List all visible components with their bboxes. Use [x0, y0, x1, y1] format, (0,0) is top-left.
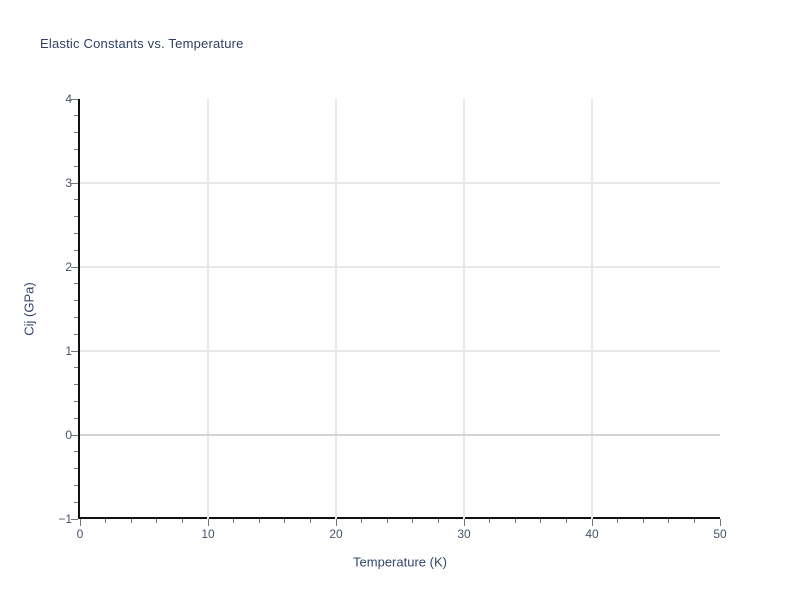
y-axis-label: Cij (GPa) [21, 282, 37, 336]
y-tick-label: 2 [65, 260, 72, 274]
y-tick-label: 0 [65, 428, 72, 442]
y-major-tick [71, 518, 78, 520]
y-minor-tick [74, 148, 78, 150]
y-minor-tick [74, 316, 78, 318]
x-tick-label: 30 [457, 527, 471, 541]
x-minor-tick [105, 519, 107, 523]
y-minor-tick [74, 132, 78, 134]
y-minor-tick [74, 417, 78, 419]
x-minor-tick [386, 519, 388, 523]
y-gridline [80, 182, 720, 184]
y-minor-tick [74, 451, 78, 453]
x-axis-label: Temperature (K) [353, 554, 447, 570]
y-minor-tick [74, 484, 78, 486]
x-tick-label: 50 [713, 527, 727, 541]
y-minor-tick [74, 249, 78, 251]
x-tick-label: 0 [76, 527, 84, 541]
x-major-tick [719, 519, 721, 526]
y-minor-tick [74, 165, 78, 167]
x-minor-tick [489, 519, 491, 523]
x-tick-label: 20 [329, 527, 343, 541]
x-minor-tick [565, 519, 567, 523]
x-minor-tick [514, 519, 516, 523]
y-gridline [80, 350, 720, 352]
y-minor-tick [74, 384, 78, 386]
x-gridline [335, 99, 337, 519]
x-axis-spine [78, 517, 720, 519]
x-minor-tick [181, 519, 183, 523]
x-minor-tick [693, 519, 695, 523]
x-major-tick [591, 519, 593, 526]
y-minor-tick [74, 115, 78, 117]
y-gridline [80, 266, 720, 268]
y-minor-tick [74, 199, 78, 201]
y-major-tick [71, 98, 78, 100]
x-minor-tick [284, 519, 286, 523]
y-axis-spine [78, 99, 80, 519]
y-minor-tick [74, 468, 78, 470]
x-minor-tick [130, 519, 132, 523]
y-minor-tick [74, 333, 78, 335]
x-minor-tick [668, 519, 670, 523]
x-tick-label: 40 [585, 527, 599, 541]
x-minor-tick [233, 519, 235, 523]
x-major-tick [463, 519, 465, 526]
x-minor-tick [540, 519, 542, 523]
y-minor-tick [74, 501, 78, 503]
x-tick-label: 10 [201, 527, 215, 541]
x-minor-tick [361, 519, 363, 523]
x-gridline [463, 99, 465, 519]
y-tick-label: −1 [58, 512, 72, 526]
y-minor-tick [74, 400, 78, 402]
x-minor-tick [258, 519, 260, 523]
y-major-tick [71, 434, 78, 436]
y-minor-tick [74, 283, 78, 285]
x-minor-tick [642, 519, 644, 523]
x-minor-tick [412, 519, 414, 523]
x-minor-tick [617, 519, 619, 523]
y-minor-tick [74, 216, 78, 218]
y-tick-label: 3 [65, 176, 72, 190]
y-minor-tick [74, 367, 78, 369]
x-gridline [591, 99, 593, 519]
y-major-tick [71, 350, 78, 352]
y-minor-tick [74, 232, 78, 234]
x-minor-tick [437, 519, 439, 523]
plot-area [71, 98, 721, 526]
y-major-tick [71, 266, 78, 268]
x-major-tick [207, 519, 209, 526]
x-major-tick [335, 519, 337, 526]
zero-gridline [80, 434, 720, 436]
x-minor-tick [309, 519, 311, 523]
x-major-tick [79, 519, 81, 526]
x-minor-tick [156, 519, 158, 523]
x-gridline [207, 99, 209, 519]
y-minor-tick [74, 300, 78, 302]
y-major-tick [71, 182, 78, 184]
y-tick-label: 1 [65, 344, 72, 358]
y-tick-label: 4 [65, 92, 72, 106]
chart-title: Elastic Constants vs. Temperature [40, 36, 244, 51]
